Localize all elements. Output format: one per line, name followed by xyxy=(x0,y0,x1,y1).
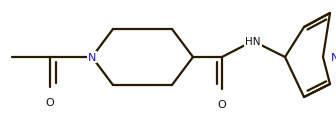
Text: O: O xyxy=(218,99,226,109)
Text: O: O xyxy=(46,97,54,107)
Text: N: N xyxy=(88,53,96,62)
Text: N: N xyxy=(331,53,336,62)
Text: HN: HN xyxy=(245,37,261,47)
